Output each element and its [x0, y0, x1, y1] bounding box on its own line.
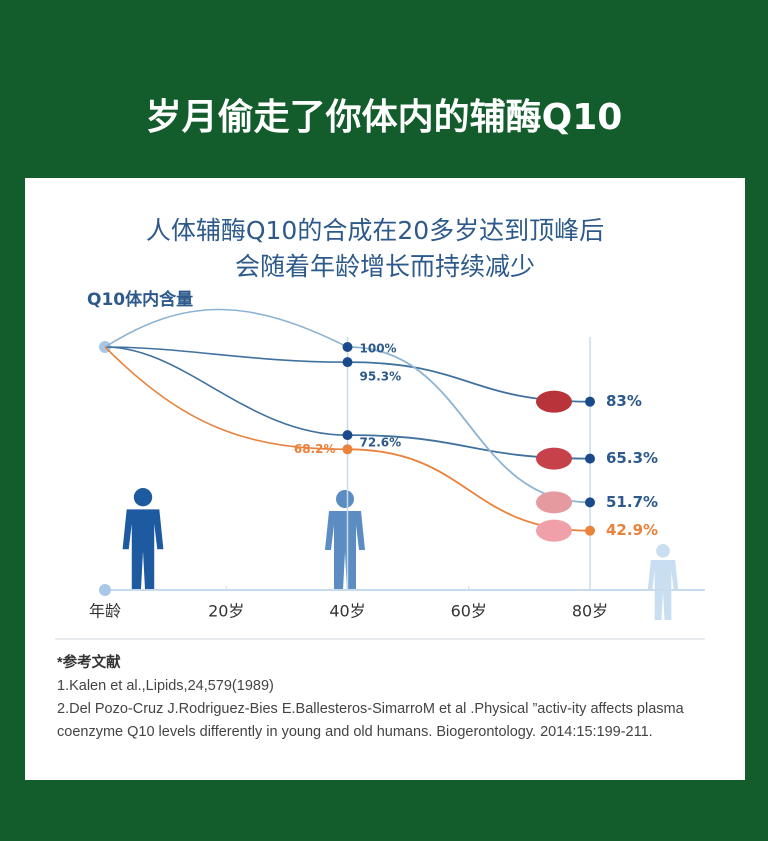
lead-in	[104, 346, 348, 436]
point	[342, 342, 353, 352]
data-label: 65.3%	[606, 449, 658, 467]
data-label: 83%	[606, 392, 642, 410]
data-label: 95.3%	[360, 370, 402, 384]
point	[585, 453, 595, 464]
page-title: 岁月偷走了你体内的辅酶Q10	[145, 97, 623, 138]
reference: 2.Del Pozo-Cruz J.Rodriguez-Bies E.Balle…	[57, 701, 684, 740]
decorations	[122, 488, 679, 620]
person-body	[325, 511, 365, 590]
organ-icon	[536, 491, 572, 514]
person-head	[336, 490, 354, 508]
x-tick-label: 20岁	[208, 602, 244, 621]
point	[342, 444, 353, 455]
point	[585, 525, 595, 536]
data-label: 51.7%	[606, 493, 658, 511]
x-tick-label: 60岁	[451, 602, 487, 621]
card: 人体辅酶Q10的合成在20多岁达到顶峰后 会随着年龄增长而持续减少 Q10体内含…	[25, 178, 745, 780]
reference: 1.Kalen et al.,Lipids,24,579(1989)	[57, 678, 274, 694]
chart-subtitle: 会随着年龄增长而持续减少	[235, 252, 535, 281]
point	[585, 497, 595, 508]
chart: 人体辅酶Q10的合成在20多岁达到顶峰后 会随着年龄增长而持续减少 Q10体内含…	[55, 216, 705, 640]
organ-icon	[536, 447, 572, 470]
lead-in	[104, 346, 348, 363]
origin-dot	[99, 584, 111, 596]
data-label: 72.6%	[360, 436, 402, 450]
organ-icon	[536, 390, 572, 413]
organ-icon	[536, 519, 572, 542]
x-tick-label: 80岁	[572, 602, 608, 621]
point	[342, 357, 353, 368]
person-head	[656, 544, 670, 558]
lead-in	[104, 346, 348, 451]
x-axis-label: 年龄	[89, 602, 121, 621]
point	[342, 430, 353, 441]
data-label: 42.9%	[606, 521, 658, 539]
chart-title: 人体辅酶Q10的合成在20多岁达到顶峰后	[146, 216, 604, 245]
person-head	[133, 488, 153, 507]
references-heading: *参考文献	[57, 655, 121, 671]
point	[585, 396, 595, 407]
data-label: 100%	[360, 342, 397, 356]
person-body	[122, 509, 164, 590]
lead-in	[104, 308, 348, 348]
x-tick-label: 40岁	[329, 602, 365, 621]
data-label: 68.2%	[294, 442, 336, 456]
references: *参考文献 1.Kalen et al.,Lipids,24,579(1989)…	[57, 652, 722, 744]
y-axis-label: Q10体内含量	[87, 289, 193, 310]
